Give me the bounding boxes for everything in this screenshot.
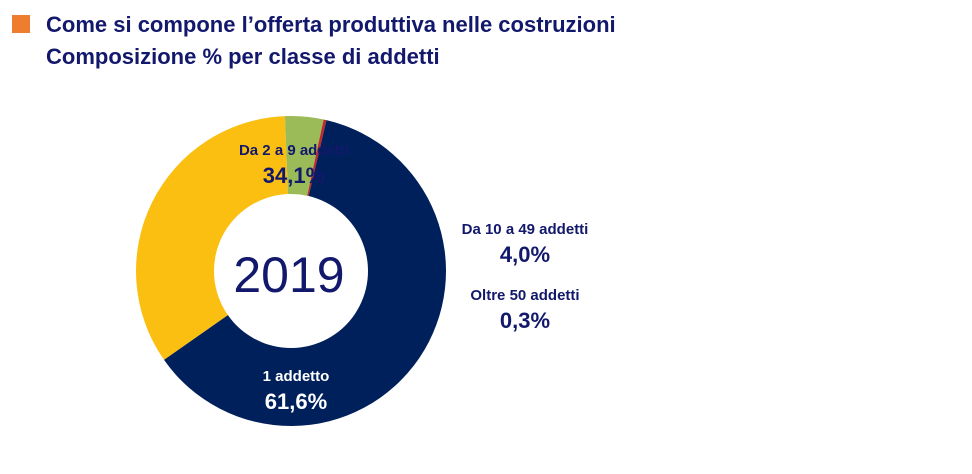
slice-label-oltre-50: Oltre 50 addetti — [470, 287, 579, 304]
donut-slices — [135, 116, 446, 426]
center-year-label: 2019 — [233, 247, 344, 303]
slice-label-1-addetto: 1 addetto — [263, 368, 330, 385]
orange-square-bullet-icon — [12, 15, 30, 33]
slice-value-oltre-50: 0,3% — [500, 308, 550, 333]
slice-da-10-a-49 — [284, 116, 324, 196]
slice-labels: Da 2 a 9 addetti 34,1% Da 10 a 49 addetti 4… — [239, 142, 588, 414]
chart-subtitle: Composizione % per classe di addetti — [46, 44, 440, 69]
chart-title: Come si compone l’offerta produttiva nel… — [46, 12, 616, 37]
slice-value-da-2-a-9: 34,1% — [263, 163, 325, 188]
slice-label-da-10-a-49: Da 10 a 49 addetti — [462, 221, 589, 238]
slice-value-da-10-a-49: 4,0% — [500, 242, 550, 267]
slice-da-2-a-9 — [135, 116, 288, 360]
slice-label-da-2-a-9: Da 2 a 9 addetti — [239, 142, 349, 159]
slice-1-addetto — [164, 120, 446, 426]
slice-value-1-addetto: 61,6% — [265, 389, 327, 414]
slice-oltre-50 — [307, 119, 327, 197]
